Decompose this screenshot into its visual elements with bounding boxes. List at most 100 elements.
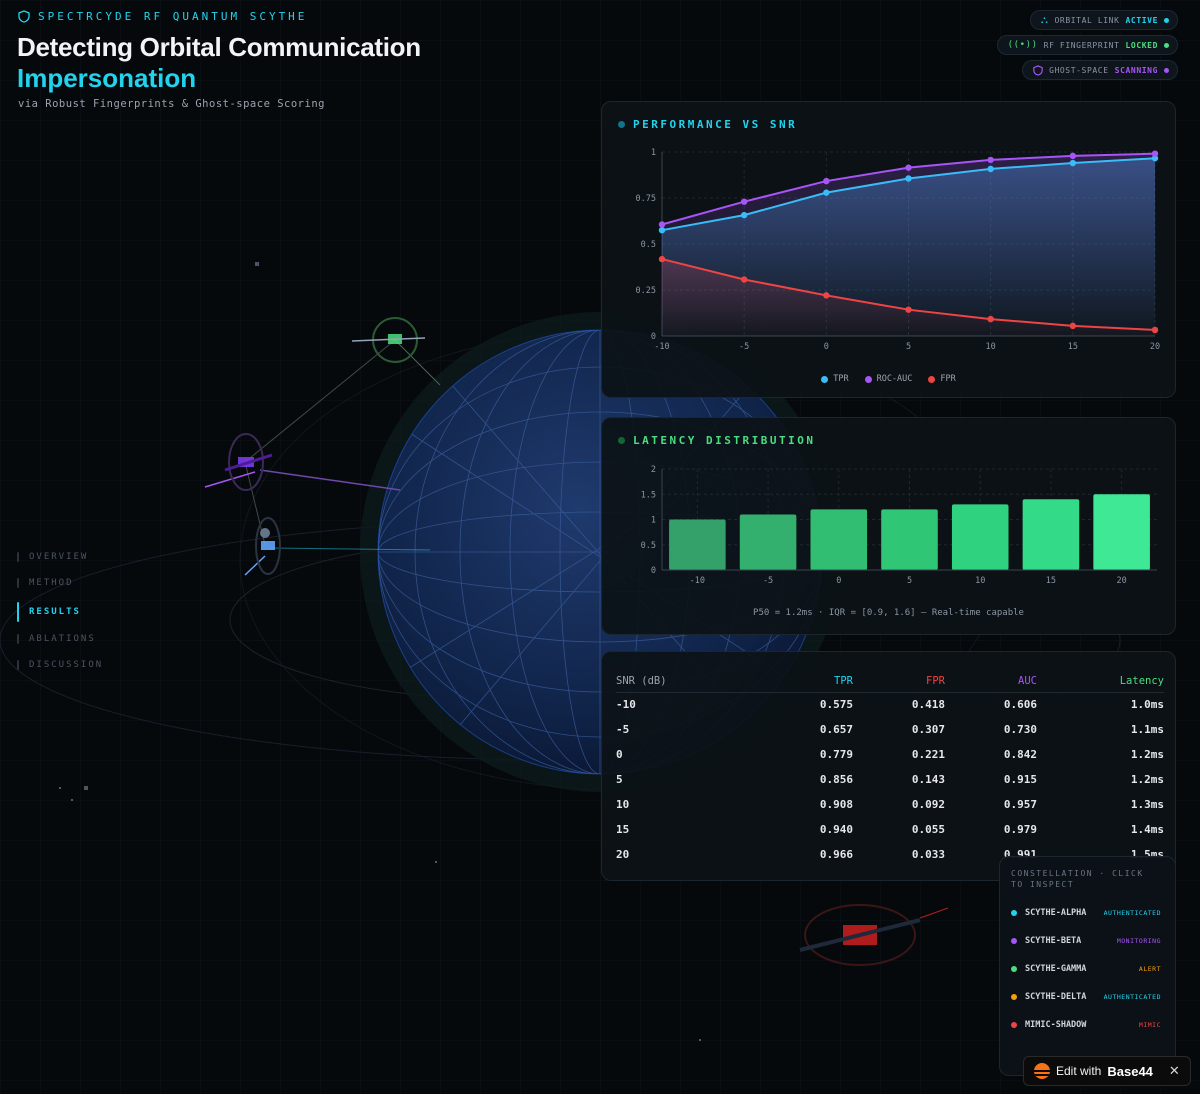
data-point: [740, 211, 748, 219]
chart-legend: TPR ROC-AUC FPR: [602, 374, 1175, 384]
table-cell: 0.915: [1003, 773, 1037, 786]
status-dot: [1164, 17, 1169, 23]
table-cell: 20: [616, 848, 630, 861]
latency-bar: [951, 504, 1009, 570]
sat-status: MIMIC: [1138, 1021, 1161, 1029]
brand-name: SPECTRCYDE RF QUANTUM SCYTHE: [38, 10, 308, 23]
table-cell: 0.221: [911, 748, 945, 761]
col-tpr: TPR: [743, 670, 853, 693]
table-row: -5 0.657 0.307 0.730 1.1ms: [616, 717, 1164, 742]
sat-status: ALERT: [1138, 965, 1161, 973]
data-point: [658, 221, 666, 228]
col-snr: SNR (dB): [616, 670, 743, 693]
table-cell: 0.856: [819, 773, 853, 786]
y-tick-label: 0.5: [641, 541, 656, 551]
data-point: [1151, 326, 1159, 334]
panel-title: LATENCY DISTRIBUTION: [618, 434, 815, 447]
table-cell: 0.940: [819, 823, 853, 836]
series-area-roc-auc: [662, 153, 1155, 336]
sat-scythe-beta[interactable]: SCYTHE-BETA MONITORING: [1011, 934, 1161, 948]
status-ghost-space: GHOST-SPACE SCANNING: [1022, 60, 1178, 80]
section-nav: OVERVIEW METHOD RESULTS ABLATIONS DISCUS…: [17, 550, 103, 684]
data-point: [987, 315, 994, 323]
close-icon[interactable]: ✕: [1168, 1063, 1180, 1078]
title-dot: [618, 121, 625, 128]
latency-bar: [881, 509, 938, 570]
legend-auc[interactable]: ROC-AUC: [864, 374, 913, 384]
x-tick-label: -5: [739, 342, 749, 352]
legend-fpr[interactable]: FPR: [928, 374, 956, 384]
latency-bar: [669, 519, 726, 570]
data-point: [658, 227, 666, 234]
status-label: ORBITAL LINK: [1054, 15, 1120, 25]
data-point: [1069, 322, 1077, 330]
y-tick-label: 0.25: [636, 286, 656, 296]
edit-with-base44-badge[interactable]: Edit with Base44 ✕: [1023, 1056, 1191, 1086]
nav-item-discussion[interactable]: DISCUSSION: [17, 658, 103, 672]
table-row: 5 0.856 0.143 0.915 1.2ms: [616, 767, 1164, 792]
performance-chart: 0 0.25 0.5 0.75 1 -10 -5 0 5 10 15 20: [636, 148, 1161, 352]
constellation-panel: CONSTELLATION · CLICK TO INSPECT SCYTHE-…: [999, 856, 1176, 1076]
x-tick-label: 0: [824, 342, 829, 352]
nav-item-results[interactable]: RESULTS: [17, 602, 103, 622]
sat-scythe-delta[interactable]: SCYTHE-DELTA AUTHENTICATED: [1011, 990, 1161, 1004]
sat-name: SCYTHE-BETA: [1025, 936, 1082, 946]
table-cell: -5: [616, 723, 630, 736]
data-point: [905, 306, 912, 313]
table-cell: -10: [616, 698, 636, 712]
table-cell: 0.730: [1003, 723, 1037, 736]
sat-scythe-alpha[interactable]: SCYTHE-ALPHA AUTHENTICATED: [1011, 906, 1161, 920]
x-tick-label: 0: [836, 576, 841, 586]
x-tick-label: -5: [763, 576, 773, 586]
nav-item-ablations[interactable]: ABLATIONS: [17, 632, 103, 646]
data-point: [823, 292, 830, 299]
y-tick-label: 0: [651, 566, 656, 576]
table-cell: 0.092: [911, 798, 945, 811]
performance-title: PERFORMANCE VS SNR: [633, 118, 798, 131]
data-point: [823, 189, 830, 196]
legend-tpr[interactable]: TPR: [821, 374, 849, 384]
sat-mimic-shadow[interactable]: MIMIC-SHADOW MIMIC: [1011, 1018, 1161, 1032]
sat-status: MONITORING: [1116, 937, 1161, 945]
latency-chart: 0 0.5 1 1.5 2 -10 -5 0 5 10 15 20: [641, 465, 1157, 586]
nav-label: OVERVIEW: [29, 552, 89, 562]
x-tick-label: -10: [690, 576, 705, 586]
legend-label: ROC-AUC: [876, 374, 913, 384]
table-cell: 0.055: [911, 823, 945, 836]
nav-label: METHOD: [29, 578, 74, 588]
data-point: [1151, 150, 1159, 157]
table-cell: 5: [616, 773, 623, 786]
nav-item-overview[interactable]: OVERVIEW: [17, 550, 103, 564]
status-orbital-link: ⛬ ORBITAL LINK ACTIVE: [1029, 10, 1178, 30]
data-point: [658, 255, 666, 263]
x-tick-label: 20: [1117, 576, 1127, 586]
data-point: [987, 165, 994, 173]
latency-bar: [810, 509, 868, 570]
y-tick-label: 1.5: [641, 490, 656, 500]
badge-brand: Base44: [1107, 1063, 1153, 1079]
table-cell: 0.575: [819, 698, 853, 712]
table-cell: 10: [616, 798, 630, 811]
table-cell: 1.4ms: [1130, 823, 1164, 836]
col-auc: AUC: [945, 670, 1037, 693]
table-cell: 0.606: [1003, 698, 1037, 712]
table-row: 15 0.940 0.055 0.979 1.4ms: [616, 817, 1164, 842]
table-cell: 0.033: [911, 848, 945, 861]
data-point: [1069, 152, 1077, 160]
shield-icon: [1033, 64, 1043, 76]
sat-name: SCYTHE-DELTA: [1025, 992, 1087, 1002]
table-cell: 1.2ms: [1130, 748, 1164, 761]
nav-item-method[interactable]: METHOD: [17, 576, 103, 590]
y-tick-label: 0: [651, 332, 656, 342]
x-tick-label: 5: [906, 342, 911, 352]
y-tick-label: 1: [651, 148, 656, 158]
sat-name: MIMIC-SHADOW: [1025, 1020, 1087, 1030]
table-cell: 0.979: [1003, 823, 1037, 836]
sat-status: AUTHENTICATED: [1103, 909, 1161, 917]
status-state: SCANNING: [1114, 65, 1158, 75]
sat-scythe-gamma[interactable]: SCYTHE-GAMMA ALERT: [1011, 962, 1161, 976]
status-state: ACTIVE: [1125, 15, 1158, 25]
x-tick-label: -10: [654, 342, 669, 352]
table-cell: 0.418: [911, 698, 945, 712]
nav-label: ABLATIONS: [29, 634, 96, 644]
